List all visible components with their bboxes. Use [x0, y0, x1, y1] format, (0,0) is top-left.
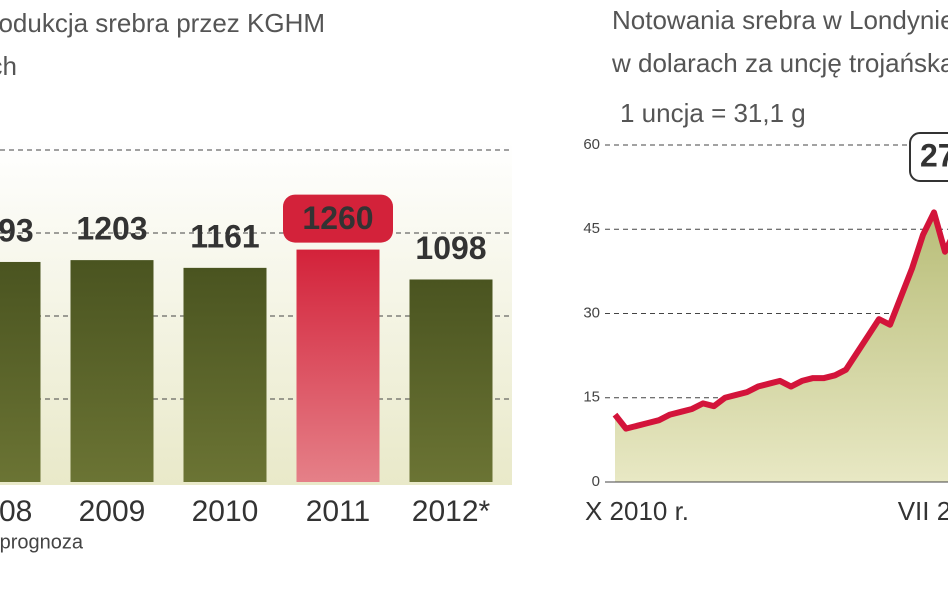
value-label: 1193	[0, 212, 34, 248]
bar	[0, 261, 41, 482]
x-tick-label: X 2010 r.	[585, 496, 689, 526]
left-title: Produkcja srebra przez KGHM	[0, 8, 325, 38]
value-label: 1098	[415, 230, 486, 266]
area	[615, 212, 948, 482]
x-tick-label: 2011	[306, 495, 371, 528]
value-label: 1203	[76, 211, 147, 247]
annotation: 27	[920, 137, 948, 173]
line	[612, 209, 948, 432]
value-badge	[283, 194, 393, 243]
y-tick-label: 15	[583, 389, 600, 406]
y-tick-label: 60	[583, 136, 600, 153]
value-label: 1161	[190, 218, 259, 254]
bar	[70, 260, 154, 482]
x-tick-label: VII 2011 r.	[898, 496, 948, 526]
x-tick-label: 2009	[79, 495, 146, 528]
left-subtitle: w tonach	[0, 51, 17, 81]
bar	[409, 279, 493, 482]
x-tick-label: 2012*	[412, 495, 491, 528]
value-label: 1260	[302, 200, 373, 236]
y-tick-label: 45	[583, 220, 600, 237]
right-subtitle: w dolarach za uncję trojańską	[611, 48, 948, 78]
right-title: Notowania srebra w Londynie	[612, 5, 948, 35]
annotation-box	[909, 132, 948, 182]
y-tick-label: 0	[592, 473, 600, 490]
x-tick-label: 2010	[192, 495, 259, 528]
unit-note: 1 uncja = 31,1 g	[620, 98, 806, 128]
bar	[183, 267, 267, 482]
bar	[296, 249, 380, 482]
x-tick-label: 2008	[0, 495, 32, 528]
y-tick-label: 30	[583, 304, 600, 321]
footnote: * prognoza	[0, 531, 84, 553]
